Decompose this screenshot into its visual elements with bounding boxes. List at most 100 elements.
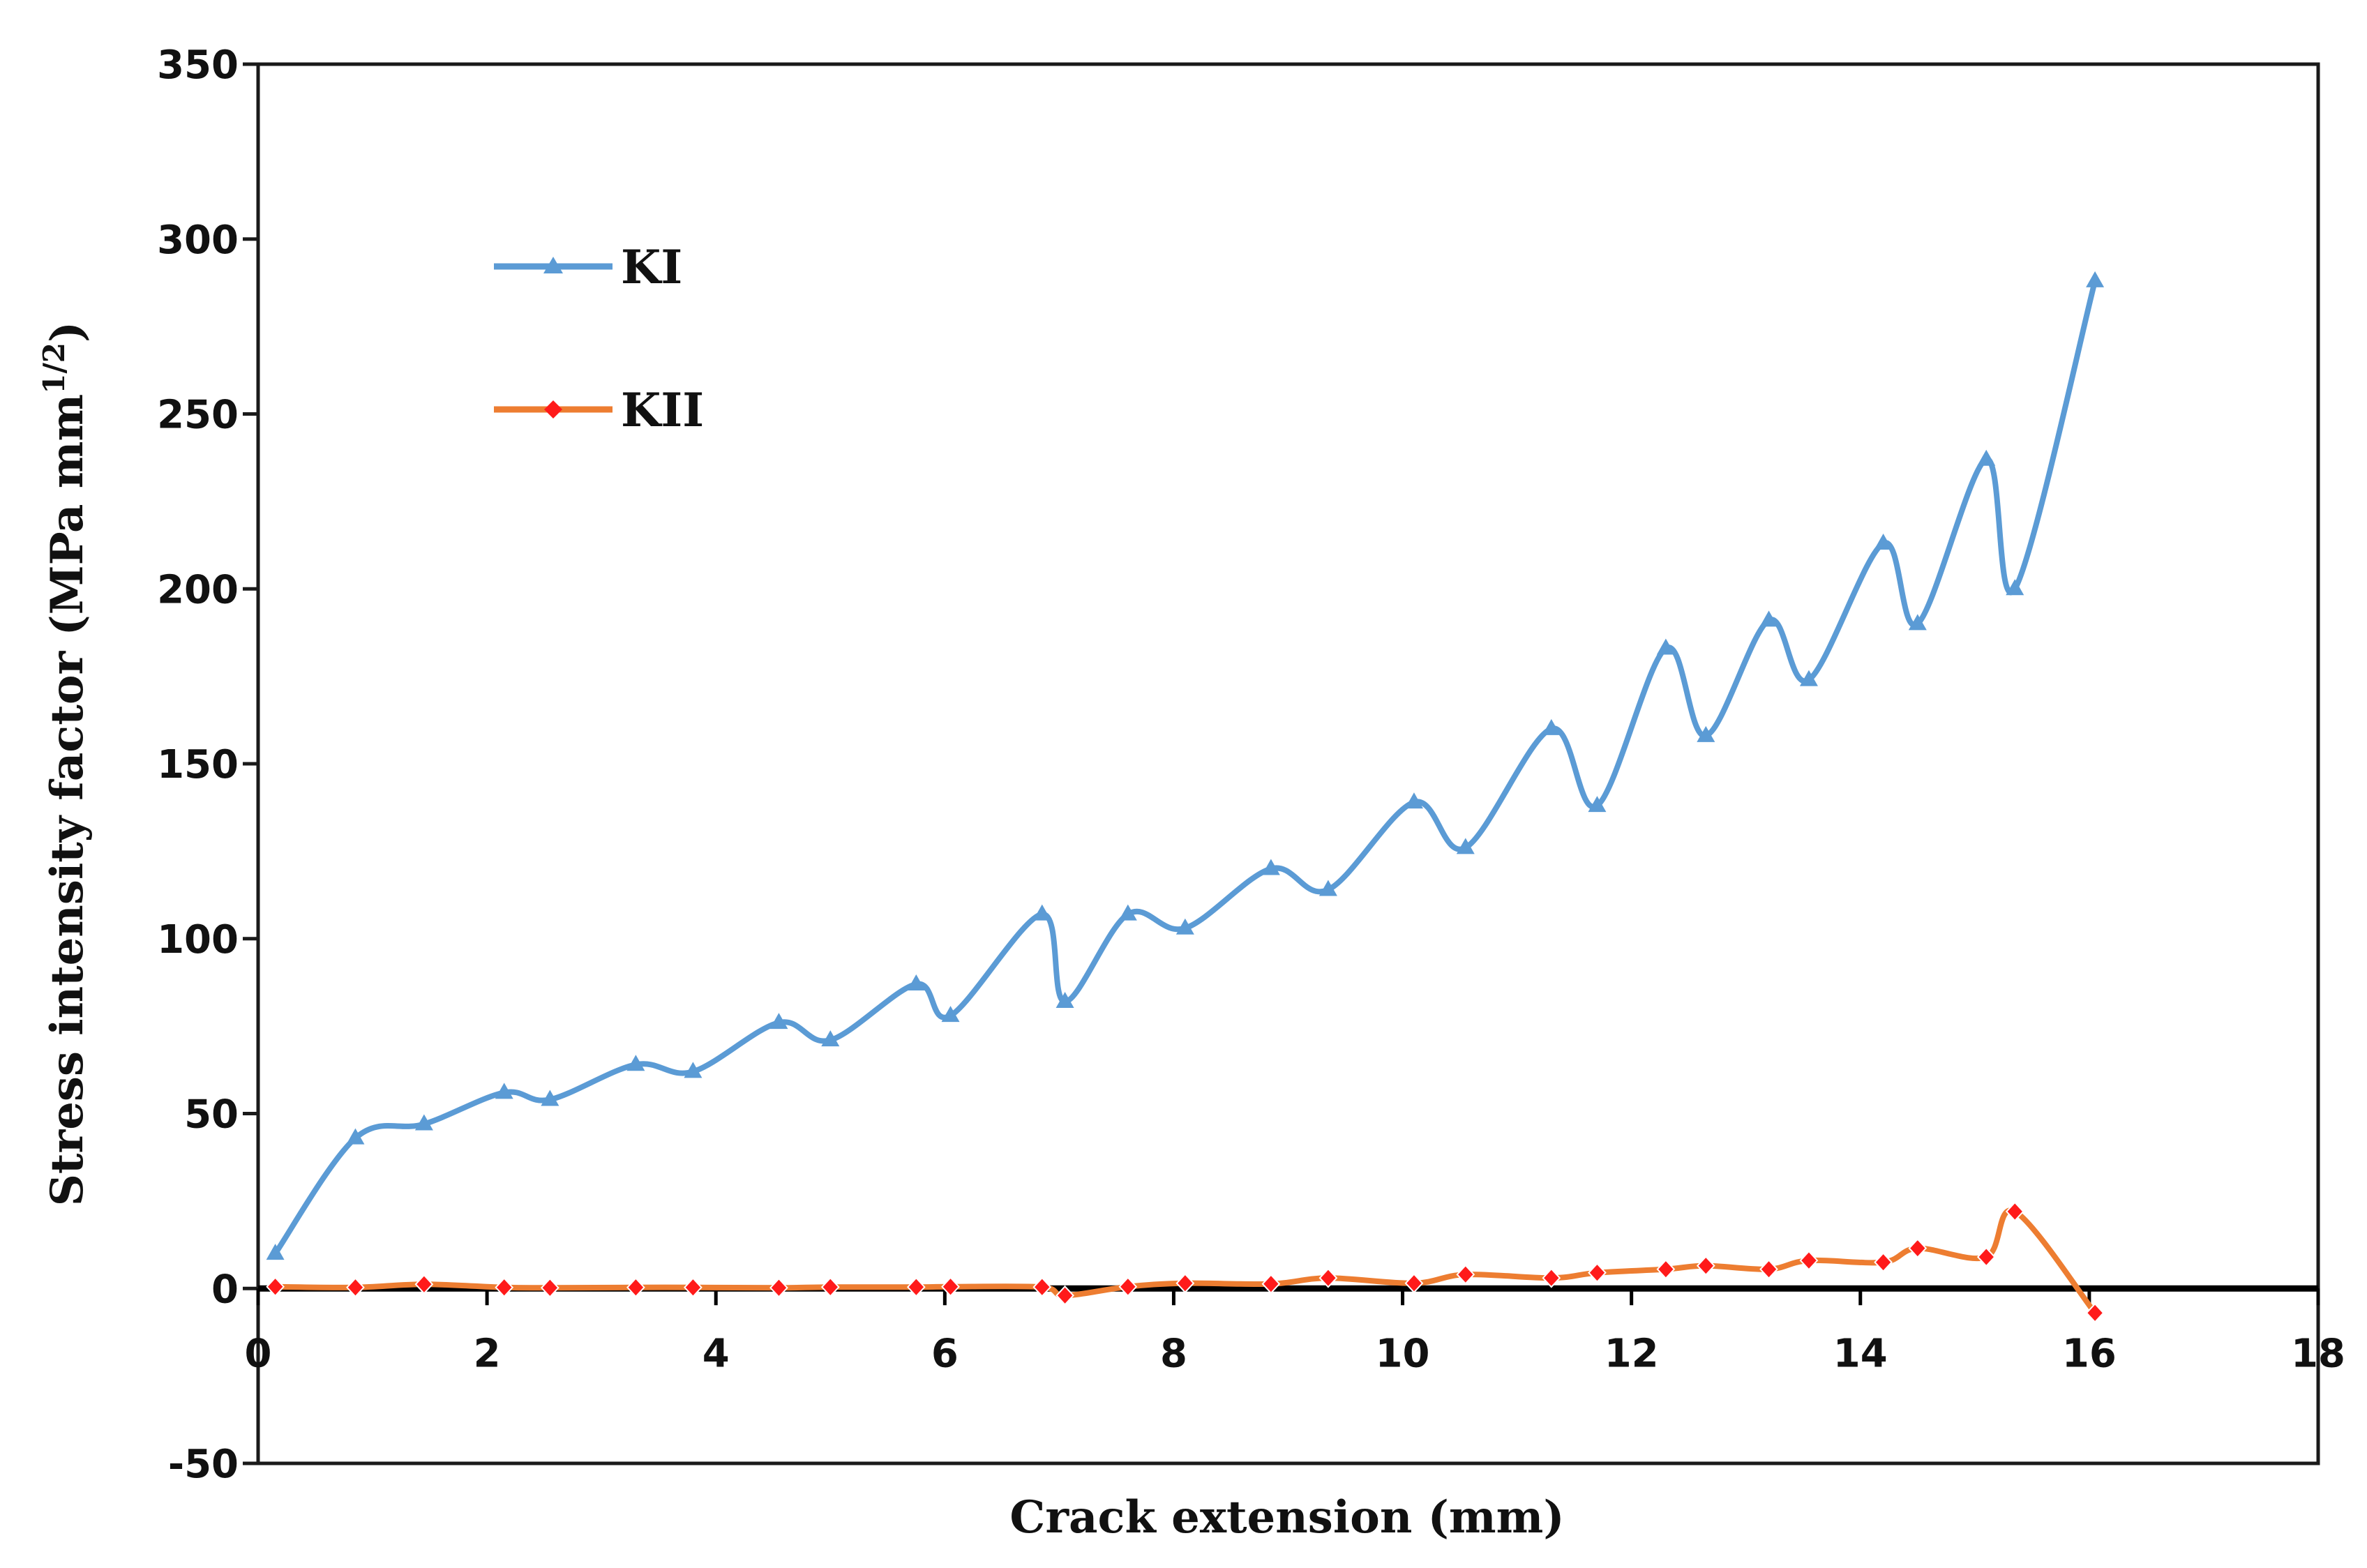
legend: KI KII bbox=[494, 240, 704, 437]
plot-area-border bbox=[256, 62, 2320, 1465]
data-point-ki bbox=[1118, 904, 1137, 921]
y-tick-label: 100 bbox=[157, 917, 239, 963]
data-point-kii bbox=[906, 1276, 926, 1297]
legend-kii-label: KII bbox=[621, 383, 704, 437]
data-point-ki bbox=[626, 1055, 645, 1071]
data-point-ki bbox=[821, 1030, 840, 1047]
legend-item-ki: KI bbox=[494, 240, 682, 294]
data-point-ki bbox=[1318, 880, 1337, 896]
x-axis-title: Crack extension (mm) bbox=[1009, 1491, 1564, 1544]
data-point-kii bbox=[495, 1277, 514, 1298]
data-point-kii bbox=[1588, 1262, 1607, 1283]
data-point-ki bbox=[1656, 638, 1675, 655]
data-point-kii bbox=[820, 1276, 840, 1297]
data-point-kii bbox=[540, 1277, 559, 1298]
data-point-ki bbox=[541, 1090, 559, 1106]
legend-ki-label: KI bbox=[621, 240, 682, 294]
y-tick-label: 350 bbox=[157, 43, 239, 88]
data-point-kii bbox=[1055, 1285, 1074, 1306]
data-point-kii bbox=[414, 1274, 434, 1295]
data-point-kii bbox=[1656, 1259, 1676, 1280]
legend-item-kii: KII bbox=[494, 383, 704, 437]
data-point-ki bbox=[1697, 725, 1715, 742]
data-point-kii bbox=[1759, 1259, 1778, 1280]
data-point-kii bbox=[1404, 1273, 1424, 1294]
data-point-kii bbox=[1799, 1250, 1819, 1271]
data-point-ki bbox=[1874, 534, 1893, 550]
data-point-kii bbox=[1976, 1246, 1996, 1267]
x-tick-label: 18 bbox=[2291, 1331, 2345, 1376]
y-axis-title-superscript: 1/2 bbox=[37, 342, 71, 394]
data-point-kii bbox=[1175, 1273, 1195, 1294]
data-point-kii bbox=[266, 1276, 285, 1297]
y-tick-label: 50 bbox=[184, 1092, 239, 1138]
y-tick-label: 200 bbox=[157, 567, 239, 612]
data-point-ki bbox=[1032, 904, 1051, 921]
data-point-kii bbox=[769, 1277, 788, 1298]
data-point-kii bbox=[1542, 1267, 1561, 1288]
data-point-kii bbox=[1318, 1267, 1338, 1288]
data-point-kii bbox=[2085, 1302, 2105, 1323]
data-point-ki bbox=[769, 1013, 788, 1030]
plot-frame bbox=[256, 62, 2320, 1465]
data-point-ki bbox=[1404, 792, 1423, 809]
data-point-kii bbox=[1456, 1264, 1475, 1285]
y-tick-label: -50 bbox=[168, 1442, 239, 1487]
data-point-ki bbox=[1055, 992, 1074, 1009]
legend-ki-marker bbox=[543, 257, 563, 273]
data-point-ki bbox=[1977, 449, 1996, 466]
data-point-ki bbox=[684, 1062, 702, 1078]
series-layer bbox=[266, 271, 2105, 1323]
legend-kii-marker bbox=[544, 400, 562, 419]
x-tick-label: 0 bbox=[245, 1331, 272, 1376]
data-point-ki bbox=[2006, 579, 2024, 596]
y-tick-label: 0 bbox=[211, 1267, 239, 1312]
x-tick-label: 6 bbox=[931, 1331, 959, 1376]
data-point-ki bbox=[1261, 859, 1280, 875]
data-point-ki bbox=[907, 974, 926, 990]
y-tick-label: 300 bbox=[157, 218, 239, 263]
x-axis: 0 2 4 6 8 10 12 14 16 18 bbox=[245, 1285, 2345, 1376]
x-tick-label: 2 bbox=[474, 1331, 501, 1376]
series-kii bbox=[266, 1201, 2105, 1323]
x-tick-label: 8 bbox=[1160, 1331, 1187, 1376]
data-point-kii bbox=[2005, 1201, 2024, 1222]
x-tick-label: 4 bbox=[702, 1331, 730, 1376]
data-point-ki bbox=[1799, 670, 1818, 686]
data-point-kii bbox=[1908, 1238, 1928, 1259]
data-point-ki bbox=[1175, 918, 1194, 935]
data-point-ki bbox=[1759, 610, 1778, 627]
series-kii-line bbox=[272, 1207, 2098, 1316]
data-point-kii bbox=[1261, 1274, 1281, 1295]
data-point-kii bbox=[1874, 1252, 1893, 1273]
data-point-ki bbox=[941, 1006, 960, 1023]
data-point-kii bbox=[684, 1277, 702, 1298]
data-point-kii bbox=[626, 1277, 645, 1298]
y-axis-title: Stress intensity factor (MPa mm1/2) bbox=[37, 322, 93, 1207]
x-tick-label: 14 bbox=[1833, 1331, 1888, 1376]
y-axis-title-close: ) bbox=[41, 322, 93, 342]
data-point-ki bbox=[266, 1244, 285, 1260]
data-point-ki bbox=[1542, 718, 1561, 735]
y-tick-label: 250 bbox=[157, 393, 239, 438]
x-tick-label: 10 bbox=[1376, 1331, 1430, 1376]
x-tick-label: 16 bbox=[2062, 1331, 2117, 1376]
data-point-ki bbox=[1588, 796, 1607, 813]
data-point-ki bbox=[1456, 838, 1475, 854]
data-point-kii bbox=[346, 1277, 365, 1298]
data-point-ki bbox=[495, 1083, 513, 1099]
data-point-kii bbox=[1118, 1276, 1138, 1297]
data-point-kii bbox=[1696, 1256, 1715, 1276]
y-axis-title-main: Stress intensity factor (MPa mm bbox=[41, 394, 93, 1207]
data-point-ki bbox=[1908, 614, 1927, 631]
x-tick-label: 12 bbox=[1605, 1331, 1659, 1376]
data-point-kii bbox=[941, 1276, 960, 1297]
data-point-ki bbox=[2086, 271, 2105, 287]
series-ki bbox=[266, 271, 2105, 1260]
data-point-kii bbox=[1032, 1276, 1052, 1297]
y-axis: -50 0 50 100 150 200 250 300 350 bbox=[157, 43, 258, 1487]
data-point-ki bbox=[414, 1114, 433, 1131]
series-ki-line bbox=[272, 278, 2098, 1257]
data-point-ki bbox=[346, 1128, 365, 1145]
